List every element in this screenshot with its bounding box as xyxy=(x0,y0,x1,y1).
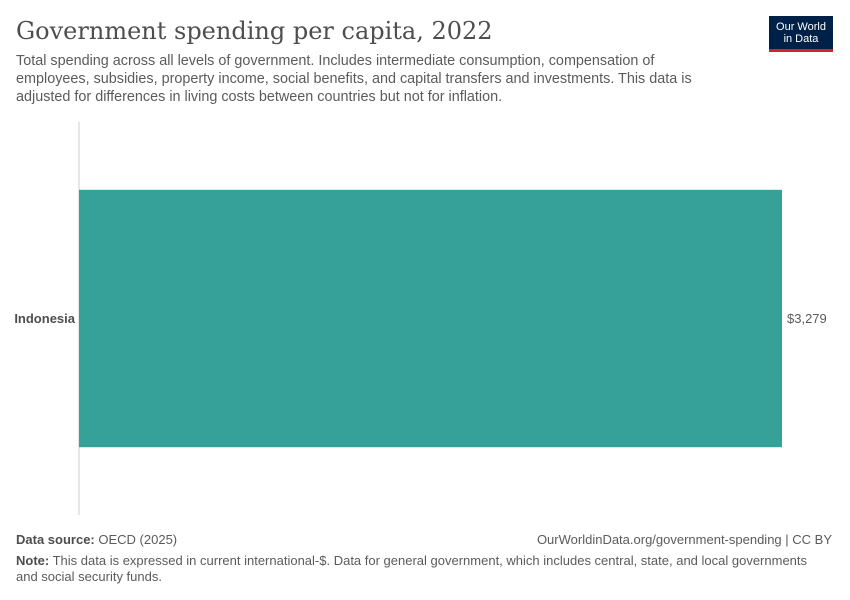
owid-logo[interactable]: Our World in Data xyxy=(769,16,833,52)
logo-line-2: in Data xyxy=(783,33,819,45)
note-text: This data is expressed in current intern… xyxy=(16,553,808,584)
footnote: Note: This data is expressed in current … xyxy=(16,553,816,585)
bars-group: Indonesia $3,279 xyxy=(14,189,827,448)
note-label: Note: xyxy=(16,553,50,568)
category-label[interactable]: Indonesia xyxy=(14,311,75,326)
bar-indonesia[interactable] xyxy=(79,189,782,448)
logo-line-1: Our World xyxy=(776,21,826,33)
chart-title: Government spending per capita, 2022 xyxy=(16,17,493,45)
data-source: Data source: OECD (2025) xyxy=(16,532,177,548)
value-label: $3,279 xyxy=(787,311,827,326)
data-source-value[interactable]: OECD (2025) xyxy=(98,532,178,547)
data-source-label: Data source: xyxy=(16,532,95,547)
chart-subtitle: Total spending across all levels of gove… xyxy=(16,53,692,105)
source-url[interactable]: OurWorldinData.org/government-spending |… xyxy=(536,532,832,547)
